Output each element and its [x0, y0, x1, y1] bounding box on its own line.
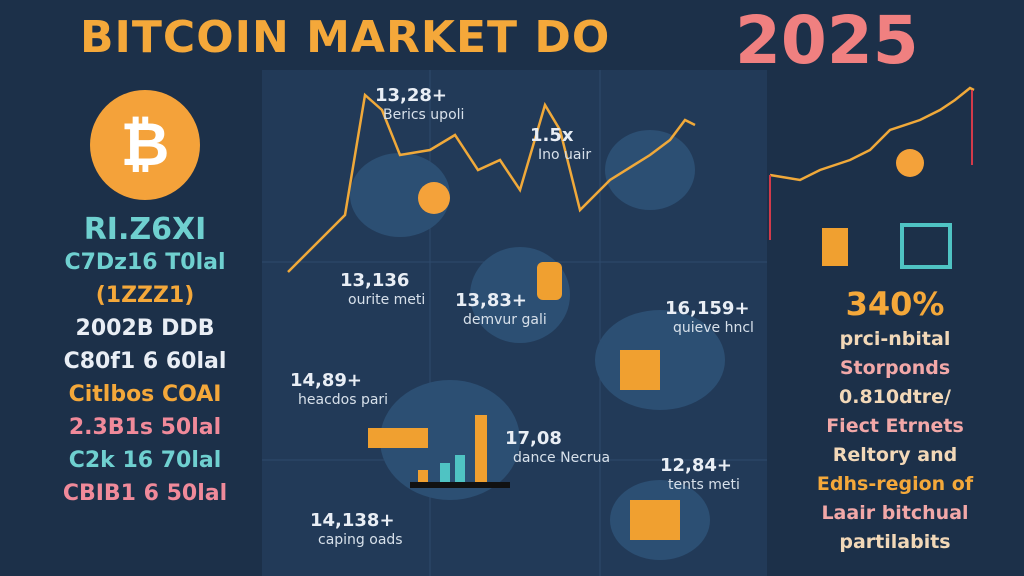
callout-label: heacdos pari [298, 392, 389, 408]
percent-stat: 340% [845, 285, 945, 323]
panel-line: prci-nbital [839, 328, 951, 350]
stat-line: 2.3B1s 50lal [68, 415, 222, 440]
trend-line [287, 92, 696, 273]
panel-line: Edhs-region of [816, 473, 974, 495]
headline-stat: RI.Z6XI [83, 212, 207, 247]
callout-value: 12,84+ [660, 455, 733, 476]
trend-line [769, 86, 975, 182]
callout-value: 14,138+ [310, 510, 395, 531]
callout-value: 17,08 [505, 428, 562, 449]
callout-value: 1.5x [530, 125, 574, 146]
stat-line: C7Dz16 T0lal [64, 250, 226, 275]
year: 2025 [735, 2, 919, 79]
panel-line: Fiect Etrnets [826, 415, 964, 437]
callout-label: caping oads [318, 532, 403, 548]
title: BITCOIN MARKET DO [80, 12, 611, 63]
callout-label: ourite meti [348, 292, 426, 308]
callout-value: 13,28+ [375, 85, 448, 106]
svg-text:₿: ₿ [121, 110, 170, 180]
stat-line: Citlbos COAI [68, 382, 222, 407]
callout-value: 16,159+ [665, 298, 750, 319]
panel-line: partilabits [839, 531, 951, 553]
panel-line: Storponds [839, 357, 951, 379]
callout-label: quieve hncl [673, 320, 754, 336]
stat-line: 2002B DDB [75, 316, 215, 341]
bitcoin-icon [90, 90, 200, 200]
panel-line: Laair bitchual [821, 502, 969, 524]
callout-label: Berics upoli [383, 107, 465, 123]
callout-label: demvur gali [463, 312, 547, 328]
callout-label: tents meti [668, 477, 740, 493]
callout-value: 13,83+ [455, 290, 528, 311]
callout-value: 14,89+ [290, 370, 363, 391]
callout-label: dance Necrua [513, 450, 611, 466]
stat-line: C2k 16 70lal [68, 448, 222, 473]
callout-label: Ino uair [538, 147, 592, 163]
panel-line: 0.810dtre/ [839, 386, 951, 408]
stat-line: (1ZZZ1) [95, 283, 195, 308]
callout-value: 13,136 [340, 270, 410, 291]
panel-line: Reltory and [832, 444, 958, 466]
stat-line: CBIB1 6 50lal [62, 481, 228, 506]
stat-line: C80f1 6 60lal [63, 349, 227, 374]
